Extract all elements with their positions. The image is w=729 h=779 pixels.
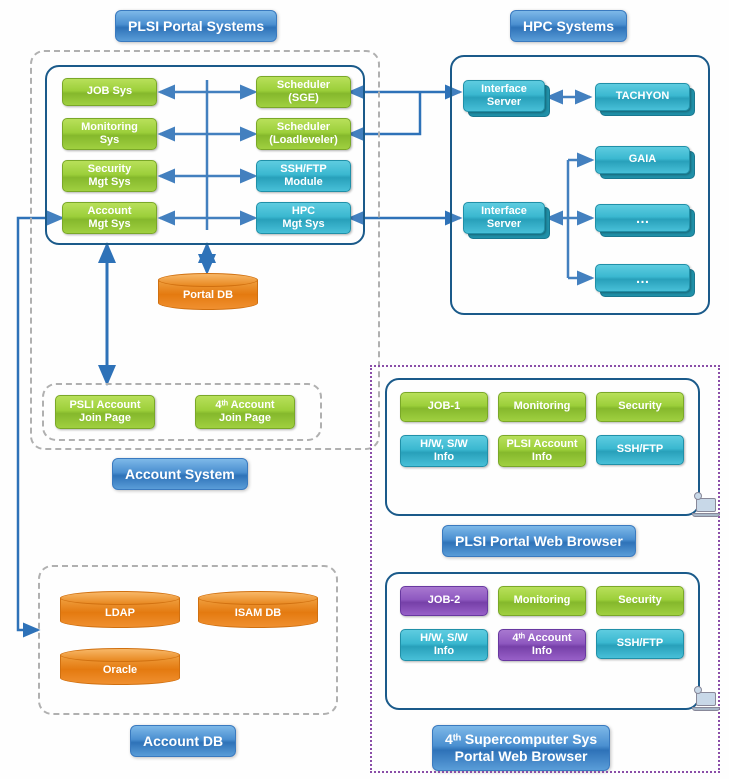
b2-security: Security — [596, 586, 684, 616]
b2-ssh: SSH/FTP — [596, 629, 684, 659]
portal-db-cylinder: Portal DB — [158, 280, 258, 310]
box-scheduler-sge: Scheduler (SGE) — [256, 76, 351, 108]
isam-cyl: ISAM DB — [198, 598, 318, 628]
b1-plsi-account: PLSI Account Info — [498, 435, 586, 467]
b2-job2: JOB-2 — [400, 586, 488, 616]
box-hpc-mgt: HPC Mgt Sys — [256, 202, 351, 234]
b2-4th-account: 4ᵗʰ Account Info — [498, 629, 586, 661]
box-psli-join: PSLI Account Join Page — [55, 395, 155, 429]
box-dots1: … — [595, 204, 690, 232]
box-iface2: Interface Server — [463, 202, 545, 234]
box-scheduler-ll: Scheduler (Loadleveler) — [256, 118, 351, 150]
box-security-mgt: Security Mgt Sys — [62, 160, 157, 192]
b1-hw: H/W, S/W Info — [400, 435, 488, 467]
box-tachyon: TACHYON — [595, 83, 690, 111]
box-4th-join: 4ᵗʰ Account Join Page — [195, 395, 295, 429]
laptop-icon-1 — [692, 498, 720, 520]
oracle-cyl: Oracle — [60, 655, 180, 685]
box-account-mgt: Account Mgt Sys — [62, 202, 157, 234]
b1-ssh: SSH/FTP — [596, 435, 684, 465]
b2-hw: H/W, S/W Info — [400, 629, 488, 661]
title-plsi-portal: PLSI Portal Systems — [115, 10, 277, 42]
b1-monitoring: Monitoring — [498, 392, 586, 422]
b1-job1: JOB-1 — [400, 392, 488, 422]
title-account-system: Account System — [112, 458, 248, 490]
b1-security: Security — [596, 392, 684, 422]
box-gaia: GAIA — [595, 146, 690, 174]
b2-monitoring: Monitoring — [498, 586, 586, 616]
account-db-frame — [38, 565, 338, 715]
title-hpc: HPC Systems — [510, 10, 627, 42]
box-job-sys: JOB Sys — [62, 78, 157, 106]
title-account-db: Account DB — [130, 725, 236, 757]
ldap-cyl: LDAP — [60, 598, 180, 628]
box-iface1: Interface Server — [463, 80, 545, 112]
box-ssh-module: SSH/FTP Module — [256, 160, 351, 192]
box-monitoring-sys: Monitoring Sys — [62, 118, 157, 150]
box-dots2: … — [595, 264, 690, 292]
laptop-icon-2 — [692, 692, 720, 714]
